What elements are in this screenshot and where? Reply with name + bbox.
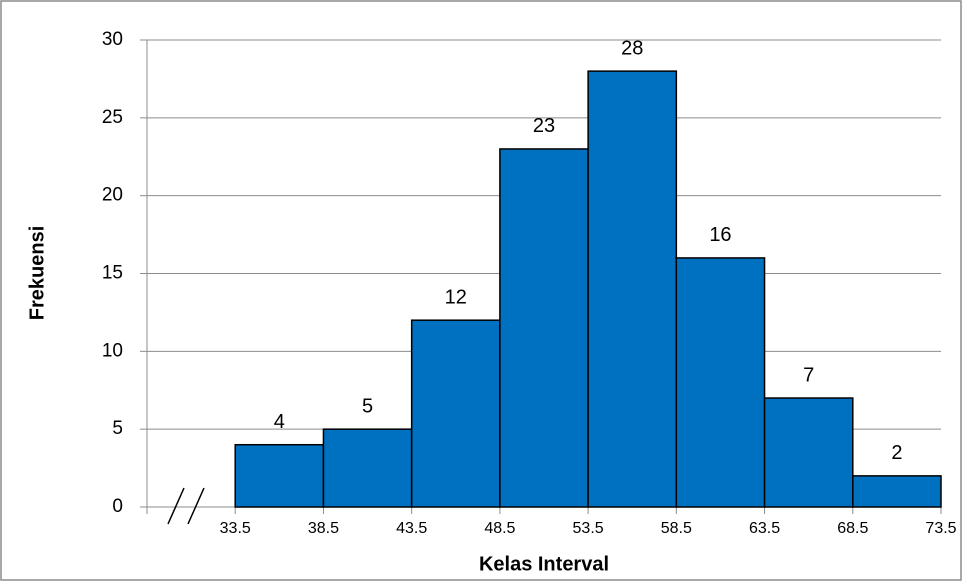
data-label: 23	[533, 115, 555, 137]
x-tick-label: 58.5	[661, 520, 692, 537]
bar	[852, 475, 942, 508]
axis-break	[187, 487, 205, 525]
bar	[587, 70, 678, 508]
data-label: 2	[891, 442, 902, 464]
axis-break	[167, 487, 185, 525]
x-axis-title: Kelas Interval	[479, 553, 609, 575]
data-label: 12	[445, 286, 467, 308]
x-tick-label: 43.5	[396, 520, 427, 537]
x-tick-label: 33.5	[220, 520, 251, 537]
y-tick-label: 5	[112, 418, 123, 439]
y-axis-title: Frekuensi	[26, 226, 48, 320]
y-tick-label: 25	[102, 107, 123, 128]
y-tick-label: 10	[102, 340, 123, 361]
y-tick-label: 30	[102, 29, 123, 50]
data-label: 28	[621, 37, 643, 59]
x-tick-label: 63.5	[749, 520, 780, 537]
data-label: 16	[709, 224, 731, 246]
bar	[410, 319, 501, 508]
data-label: 7	[803, 364, 814, 386]
bar	[234, 443, 325, 508]
bar	[763, 397, 854, 508]
y-tick-label: 0	[112, 496, 123, 517]
x-tick-label: 38.5	[308, 520, 339, 537]
x-tick-label: 73.5	[925, 520, 956, 537]
y-tick-label: 15	[102, 263, 123, 284]
y-tick-label: 20	[102, 185, 123, 206]
bar	[322, 428, 413, 508]
data-label: 5	[362, 395, 373, 417]
x-tick-label: 68.5	[837, 520, 868, 537]
x-tick-label: 48.5	[484, 520, 515, 537]
x-tick-label: 53.5	[573, 520, 604, 537]
bar	[499, 148, 589, 508]
bar	[675, 257, 766, 508]
data-label: 4	[274, 411, 285, 433]
